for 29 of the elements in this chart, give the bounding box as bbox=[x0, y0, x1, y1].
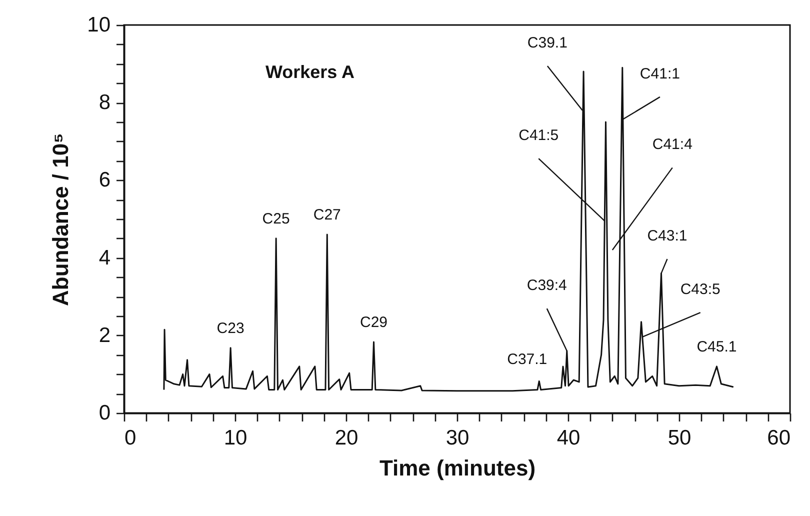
annotation: C43:5 bbox=[680, 280, 720, 298]
x-tick-label: 60 bbox=[767, 426, 790, 450]
y-tick-label: 10 bbox=[87, 14, 110, 36]
annotation: C41:4 bbox=[652, 136, 692, 154]
annotation: C41:5 bbox=[518, 126, 559, 144]
y-tick-label: 8 bbox=[98, 91, 110, 114]
annotation: Workers A bbox=[265, 62, 355, 82]
annotation: C45.1 bbox=[696, 338, 737, 356]
x-tick-label: 10 bbox=[224, 426, 248, 450]
y-tick-label: 0 bbox=[98, 402, 110, 424]
y-tick-label: 2 bbox=[98, 324, 110, 347]
x-tick-label: 40 bbox=[556, 426, 580, 450]
annotation: C43:1 bbox=[647, 227, 688, 244]
annotation: C41:1 bbox=[640, 65, 680, 82]
x-tick-label: 30 bbox=[446, 426, 470, 450]
annotation: C37.1 bbox=[507, 351, 548, 368]
annotation: C39:4 bbox=[526, 276, 567, 294]
annotation: C27 bbox=[313, 206, 341, 224]
x-tick-label: 0 bbox=[124, 426, 136, 450]
x-axis-title: Time (minutes) bbox=[379, 456, 536, 480]
annotation: C25 bbox=[262, 210, 290, 228]
x-tick-label: 20 bbox=[334, 426, 358, 450]
y-tick-label: 6 bbox=[98, 168, 110, 192]
x-tick-label: 50 bbox=[668, 426, 692, 450]
annotation: C39.1 bbox=[527, 34, 568, 52]
y-tick-label: 4 bbox=[98, 246, 111, 270]
y-axis-title: Abundance / 10⁵ bbox=[48, 133, 74, 306]
annotation: C29 bbox=[360, 314, 388, 331]
annotation: C23 bbox=[216, 320, 244, 337]
